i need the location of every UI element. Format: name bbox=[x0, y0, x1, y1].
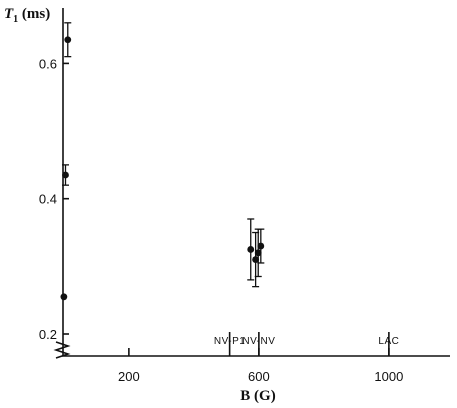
x-tick-label: 200 bbox=[118, 369, 140, 384]
annotation-label: NV-NV bbox=[242, 336, 275, 347]
data-point bbox=[60, 293, 68, 301]
y-axis-ticks: 0.20.40.60.81.0 bbox=[39, 56, 69, 342]
data-point bbox=[257, 242, 265, 250]
x-tick-label: 600 bbox=[248, 369, 270, 384]
data-point bbox=[64, 36, 72, 44]
y-tick-label: 0.2 bbox=[39, 327, 57, 342]
y-axis-title: T1 (ms) bbox=[4, 6, 50, 25]
data-points bbox=[60, 22, 265, 301]
data-point bbox=[247, 246, 255, 253]
annotation-label: LAC bbox=[378, 336, 399, 347]
x-axis-ticks: 200 600 1000 bbox=[118, 348, 403, 384]
data-point bbox=[62, 171, 69, 179]
x-tick-label: 1000 bbox=[374, 369, 403, 384]
y-tick-label: 0.6 bbox=[39, 56, 57, 71]
chart-axes bbox=[53, 8, 450, 359]
annotation-label: NV-P1 bbox=[214, 336, 245, 347]
y-tick-label: 0.4 bbox=[39, 192, 57, 207]
data-point bbox=[252, 256, 260, 263]
y-axis-break bbox=[53, 341, 71, 359]
data-point bbox=[254, 249, 262, 257]
x-axis-title: B (G) bbox=[240, 388, 275, 404]
